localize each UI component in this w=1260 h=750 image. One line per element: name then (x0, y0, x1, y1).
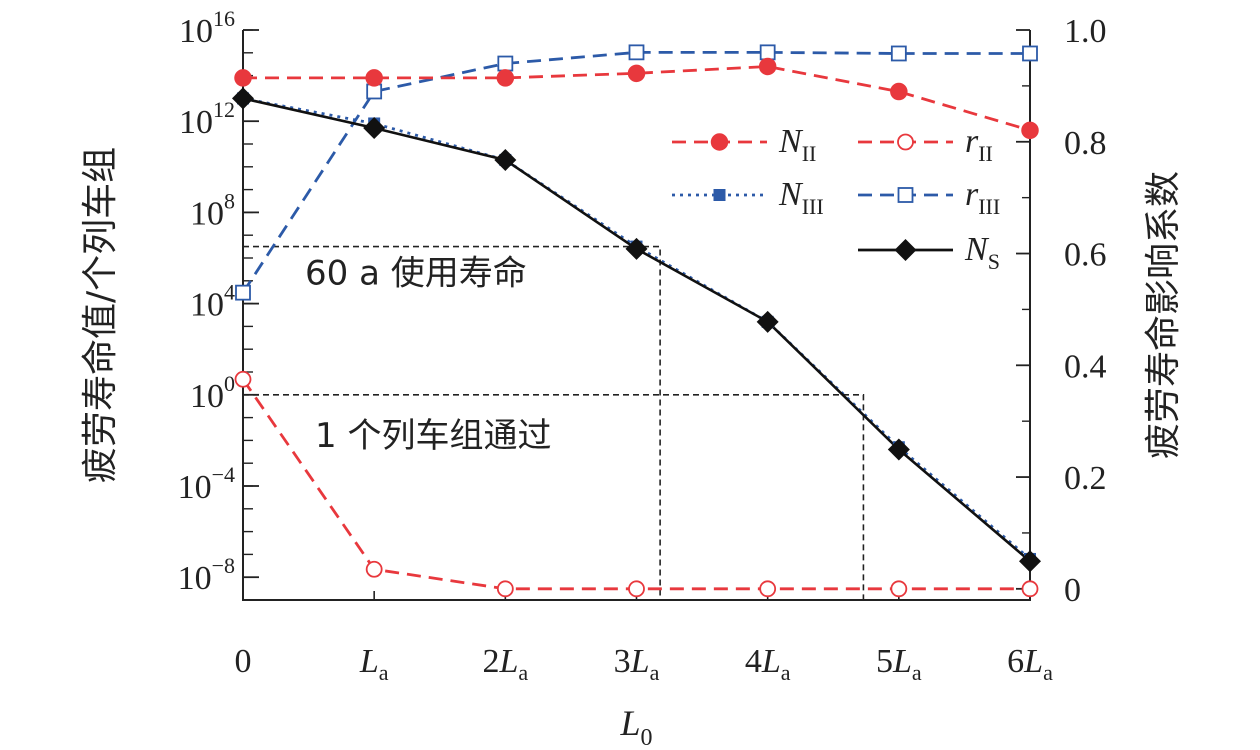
data-point-r-iii (497, 55, 514, 72)
series-line-r-ii (241, 378, 1030, 591)
x-tick-label: 6La (1007, 643, 1053, 685)
y-left-axis-title: 疲劳寿命值/个列车组 (80, 147, 121, 483)
legend: NII rII NIII rIII NS (672, 123, 1000, 274)
legend-marker (897, 187, 914, 203)
x-tick-label: 4La (745, 643, 791, 685)
plot-frame (242, 30, 1031, 601)
legend-label: rIII (965, 176, 1000, 219)
data-point-r-iii (1022, 45, 1038, 62)
y-left-tick-label: 1016 (179, 6, 235, 50)
data-point-r-ii (759, 580, 777, 598)
legend-label: NIII (778, 176, 824, 219)
y-left-tick-label: 104 (190, 280, 235, 324)
legend-marker (897, 133, 914, 151)
axes (242, 29, 1031, 601)
data-point-n-s (232, 87, 254, 110)
y-right-axis-title: 疲劳寿命影响系数 (1143, 171, 1184, 459)
x-tick-label: 2La (482, 643, 528, 685)
data-point-r-ii (365, 560, 383, 578)
legend-label: NII (778, 123, 816, 166)
legend-label: rII (965, 123, 993, 166)
data-point-r-ii (890, 580, 908, 598)
y-left-tick-label: 10−4 (178, 462, 235, 506)
series-layer (232, 44, 1041, 598)
reference-line (243, 394, 865, 600)
data-point-n-ii (627, 64, 646, 83)
data-point-n-s (1019, 550, 1041, 573)
annotation-label: 60 a 使用寿命 (305, 254, 527, 294)
data-point-r-iii (759, 44, 776, 61)
y-left-tick-label: 108 (190, 188, 235, 232)
x-tick-label: 0 (235, 643, 252, 680)
data-point-r-ii (496, 580, 514, 598)
y-right-tick-label: 0.2 (1064, 460, 1107, 497)
legend-marker (713, 189, 726, 201)
y-right-tick-label: 0.4 (1064, 348, 1107, 385)
x-tick-label: 3La (614, 643, 660, 685)
y-right-tick-label: 1.0 (1064, 13, 1107, 50)
x-tick-label: La (359, 643, 389, 685)
data-point-r-ii (1021, 580, 1039, 598)
data-point-r-iii (628, 44, 645, 61)
x-tick-label: 5La (876, 643, 922, 685)
y-left-tick-label: 10−8 (178, 553, 235, 597)
data-point-n-ii (234, 69, 252, 87)
y-left-tick-label: 100 (190, 371, 235, 415)
labels: 0 La 2La 3La 4La 5La 6La 10−8 10−4 100 104 108 1012 1… (80, 6, 1184, 750)
data-point-n-s (887, 438, 910, 461)
data-point-n-ii (890, 82, 908, 101)
y-left-tick-label: 1012 (179, 97, 235, 141)
data-point-n-ii (1021, 121, 1039, 140)
x-axis-title: L0 (619, 703, 652, 750)
legend-label: NS (964, 231, 1000, 274)
series-line-n-iii (242, 97, 1031, 561)
y-right-tick-label: 0.8 (1064, 125, 1107, 162)
y-right-tick-label: 0.6 (1064, 237, 1107, 274)
data-point-n-ii (496, 69, 515, 87)
data-point-n-ii (365, 69, 383, 87)
data-point-r-iii (235, 284, 251, 301)
annotation-label: 1 个列车组通过 (315, 416, 551, 456)
legend-marker (894, 239, 917, 261)
data-point-r-iii (890, 45, 907, 62)
data-point-n-s (494, 148, 517, 171)
reference-line (243, 245, 661, 600)
data-point-n-s (756, 310, 779, 333)
series-line-n-s (242, 97, 1031, 563)
data-point-r-ii (628, 580, 645, 598)
data-point-n-s (363, 117, 386, 140)
data-point-n-s (625, 237, 648, 260)
legend-marker (710, 133, 729, 151)
data-point-n-ii (758, 57, 777, 76)
data-point-r-ii (234, 370, 252, 388)
y-right-tick-label: 0 (1064, 572, 1081, 609)
reference-lines (243, 245, 865, 600)
